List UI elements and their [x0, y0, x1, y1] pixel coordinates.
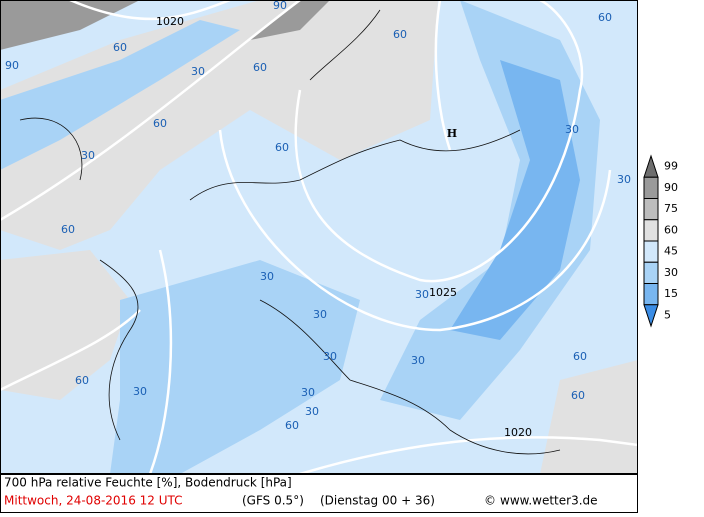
legend-swatch — [643, 154, 659, 178]
dry-region — [1, 250, 130, 400]
moist-region — [250, 1, 329, 40]
contour-label: 60 — [285, 419, 299, 432]
contour-label: 90 — [5, 59, 19, 72]
footer-run: (Dienstag 00 + 36) — [320, 494, 435, 508]
coastlines — [19, 9, 561, 455]
footer-title: 700 hPa relative Feuchte [%], Bodendruck… — [4, 476, 292, 490]
contour-label: 60 — [393, 28, 407, 41]
contour-label: 60 — [275, 141, 289, 154]
contour-label: H — [447, 127, 457, 140]
contour-label: 60 — [113, 41, 127, 54]
contour-label: 60 — [571, 389, 585, 402]
contour-label: 60 — [153, 117, 167, 130]
legend-label: 45 — [664, 245, 678, 258]
contour-label: 30 — [415, 288, 429, 301]
legend-swatch — [643, 198, 659, 221]
contour-label: 30 — [301, 386, 315, 399]
map-frame — [0, 0, 638, 474]
contour-label: 60 — [253, 61, 267, 74]
legend-label: 99 — [664, 160, 678, 173]
contour-label: 60 — [598, 11, 612, 24]
footer-date: Mittwoch, 24-08-2016 12 UTC — [4, 494, 183, 508]
legend-swatch — [643, 176, 659, 199]
contour-label: 30 — [411, 354, 425, 367]
contour-label: 1020 — [504, 426, 532, 439]
dry-region — [540, 360, 637, 473]
footer-site: www.wetter3.de — [500, 494, 598, 508]
contour-label: 60 — [573, 350, 587, 363]
legend: 99 90 75 60 45 30 15 5 — [643, 154, 678, 328]
contour-label: 30 — [305, 405, 319, 418]
contour-label: 30 — [133, 385, 147, 398]
legend-swatch — [643, 261, 659, 284]
contour-label: 30 — [260, 270, 274, 283]
legend-label: 90 — [664, 181, 678, 194]
contour-label: 1020 — [156, 15, 184, 28]
legend-label: 60 — [664, 223, 678, 236]
legend-label: 5 — [664, 308, 671, 321]
contour-label: 90 — [273, 0, 287, 12]
legend-label: 75 — [664, 202, 678, 215]
contour-label: 1025 — [429, 286, 457, 299]
humid-band — [110, 260, 360, 473]
legend-swatch — [643, 304, 659, 328]
footer-copyright: © — [484, 494, 496, 508]
legend-label: 30 — [664, 266, 678, 279]
legend-swatch — [643, 240, 659, 263]
contour-label: 30 — [313, 308, 327, 321]
contour-label: 30 — [191, 65, 205, 78]
isobars — [1, 1, 637, 473]
legend-swatch — [643, 219, 659, 242]
contour-label: 30 — [81, 149, 95, 162]
contour-label: 30 — [323, 350, 337, 363]
contour-label: 30 — [565, 123, 579, 136]
humid-band — [450, 60, 580, 340]
footer-model: (GFS 0.5°) — [242, 494, 304, 508]
map-area — [1, 1, 637, 473]
legend-swatch — [643, 283, 659, 306]
contour-label: 30 — [617, 173, 631, 186]
contour-label: 60 — [75, 374, 89, 387]
legend-label: 15 — [664, 287, 678, 300]
contour-label: 60 — [61, 223, 75, 236]
footer-frame — [0, 474, 638, 513]
humid-band — [1, 20, 240, 170]
